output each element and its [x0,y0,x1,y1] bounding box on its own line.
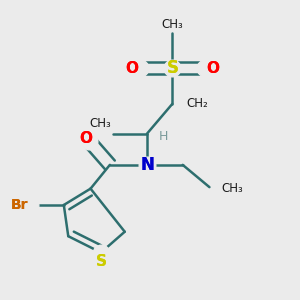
Text: O: O [206,61,219,76]
Text: O: O [80,131,93,146]
Text: CH₃: CH₃ [161,18,183,31]
Text: O: O [126,61,139,76]
Text: S: S [95,254,106,269]
Text: S: S [166,59,178,77]
Text: S: S [166,59,178,77]
Text: Br: Br [11,198,28,212]
Text: N: N [140,156,154,174]
Text: Br: Br [11,198,28,212]
Text: CH₂: CH₂ [187,98,208,110]
Text: N: N [140,156,154,174]
Text: CH₃: CH₃ [90,117,111,130]
Text: O: O [126,61,139,76]
Text: H: H [158,130,168,142]
Text: O: O [206,61,219,76]
Text: O: O [80,131,93,146]
Text: CH₃: CH₃ [221,182,243,195]
Text: S: S [95,254,106,269]
